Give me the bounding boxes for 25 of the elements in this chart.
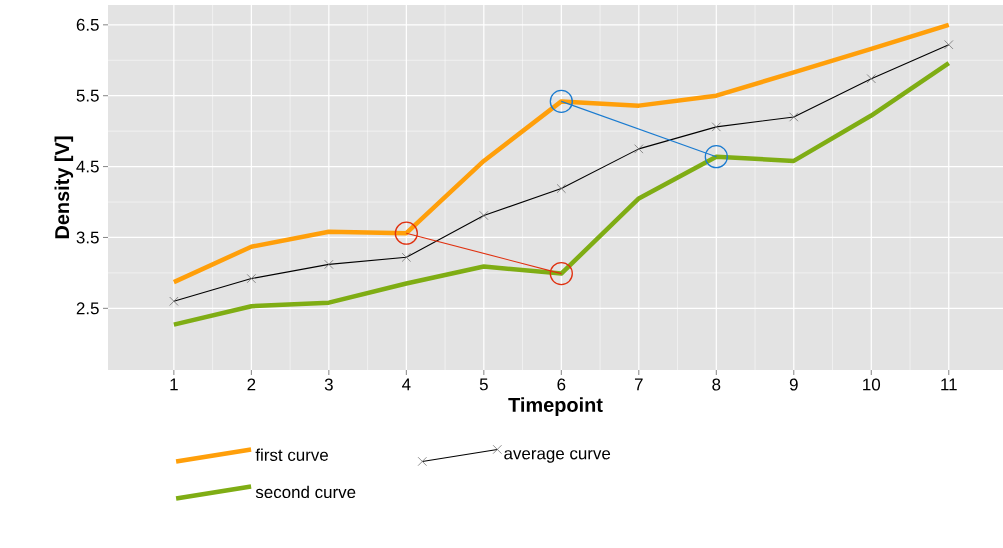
legend-label: second curve [255,485,356,499]
x-axis-title: Timepoint [508,397,603,416]
x-tick-label: 10 [863,378,881,391]
x-tick-label: 3 [324,378,333,391]
y-tick-label: 5.5 [76,89,99,102]
point [704,145,728,169]
y-tick-label: 3.5 [76,231,99,244]
y-tick-label: 2.5 [76,302,99,315]
y-tick-label: 4.5 [76,160,99,173]
x-tick-label: 4 [402,378,411,391]
x-tick-label: 1 [170,378,178,391]
x-tick-label: 11 [941,378,957,391]
x-tick-label: 8 [712,378,721,391]
x-tick-label: 7 [634,378,643,391]
x-tick-label: 9 [789,378,798,391]
x-tick-label: 5 [479,378,488,391]
x-tick-label: 6 [557,378,566,391]
point [549,261,573,286]
point [394,221,418,245]
legend-label: average curve [504,450,611,463]
x-tick-label: 2 [247,378,256,391]
point [549,89,573,114]
legend-label: first curve [255,448,328,461]
y-axis-title: Density [V] [54,136,74,239]
y-tick-label: 6.5 [76,18,99,31]
